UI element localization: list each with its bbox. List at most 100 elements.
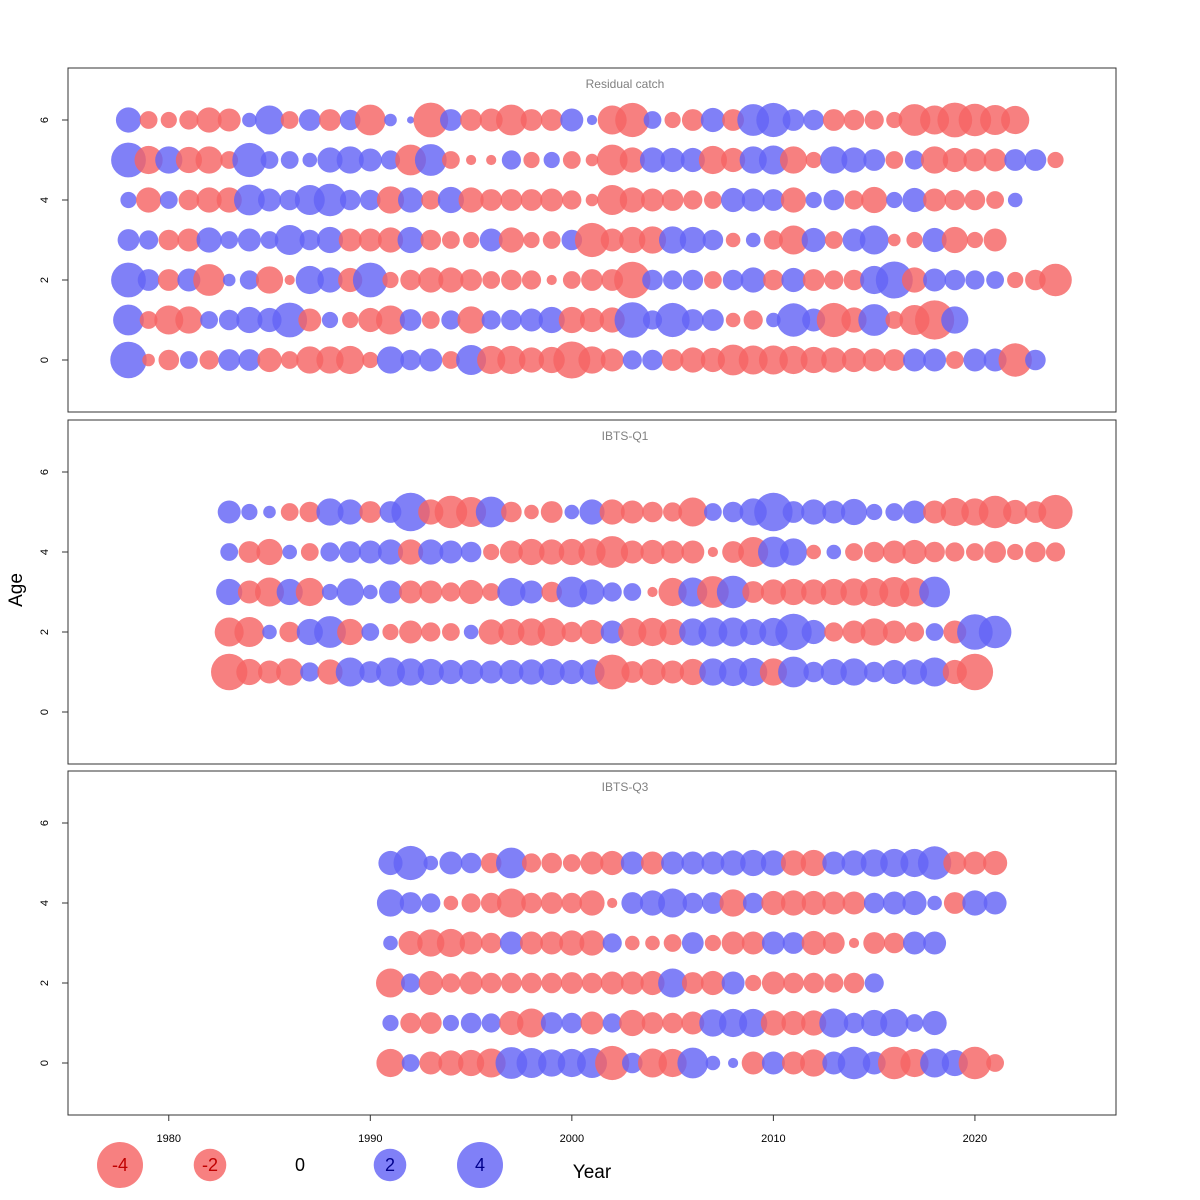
bubble-ibts-q3-age3-2008 bbox=[721, 931, 745, 955]
bubble-residual-catch-age6-1990 bbox=[354, 104, 386, 136]
bubble-residual-catch-age2-2018 bbox=[923, 268, 947, 292]
bubble-ibts-q1-age5-2018 bbox=[923, 500, 947, 524]
bubble-ibts-q1-age2-1990 bbox=[361, 623, 380, 641]
bubble-ibts-q1-age1-1993 bbox=[417, 658, 444, 686]
bubble-residual-catch-age5-1998 bbox=[523, 151, 540, 169]
bubble-ibts-q3-age4-2013 bbox=[822, 891, 846, 915]
bubble-ibts-q1-age2-1992 bbox=[399, 620, 423, 644]
bubble-ibts-q3-age2-1999 bbox=[541, 972, 562, 994]
bubble-ibts-q1-age5-1983 bbox=[217, 500, 241, 524]
bubble-residual-catch-age4-2002 bbox=[597, 185, 628, 215]
bubble-residual-catch-age6-1997 bbox=[496, 104, 527, 136]
bubble-ibts-q3-age4-2016 bbox=[882, 891, 906, 915]
bubble-ibts-q1-age2-1993 bbox=[421, 622, 441, 642]
bubble-ibts-q3-age1-1995 bbox=[460, 1012, 482, 1034]
bubble-residual-catch-age6-1989 bbox=[339, 109, 361, 131]
bubble-ibts-q1-age1-2003 bbox=[621, 661, 644, 683]
bubble-ibts-q3-age5-2000 bbox=[562, 854, 581, 872]
bubble-residual-catch-age1-1993 bbox=[421, 311, 440, 329]
bubble-residual-catch-age5-2002 bbox=[596, 144, 628, 176]
bubble-ibts-q3-age4-2008 bbox=[719, 889, 747, 917]
bubble-residual-catch-age3-1980 bbox=[158, 229, 180, 251]
bubble-residual-catch-age6-2022 bbox=[1001, 105, 1030, 135]
bubble-ibts-q3-age5-2019 bbox=[943, 851, 967, 875]
bubble-ibts-q1-age5-1999 bbox=[540, 501, 563, 523]
bubble-ibts-q1-age2-2014 bbox=[842, 620, 866, 644]
bubble-ibts-q3-age2-1991 bbox=[376, 968, 405, 998]
bubble-residual-catch-age4-2012 bbox=[805, 191, 822, 209]
bubble-ibts-q1-age1-1985 bbox=[258, 660, 281, 684]
bubble-ibts-q1-age5-2001 bbox=[579, 499, 605, 525]
bubble-residual-catch-age0-1996 bbox=[477, 345, 506, 375]
y-tick-label: 4 bbox=[39, 900, 51, 906]
bubble-residual-catch-age5-1987 bbox=[302, 152, 318, 168]
bubble-ibts-q3-age2-1994 bbox=[441, 973, 461, 993]
bubble-ibts-q3-age1-2009 bbox=[739, 1008, 768, 1038]
bubble-residual-catch-age3-2004 bbox=[638, 226, 667, 254]
bubble-ibts-q1-age5-2024 bbox=[1038, 494, 1073, 530]
bubble-ibts-q1-age4-1999 bbox=[539, 539, 565, 565]
bubble-ibts-q1-age4-2022 bbox=[1007, 543, 1024, 561]
bubble-ibts-q3-age5-2012 bbox=[800, 849, 827, 877]
bubble-residual-catch-age1-2019 bbox=[941, 306, 969, 334]
bubble-residual-catch-age4-2015 bbox=[861, 186, 888, 214]
bubble-ibts-q1-age1-1994 bbox=[438, 659, 463, 685]
bubble-residual-catch-age4-1978 bbox=[120, 191, 137, 209]
bubble-ibts-q3-age5-1994 bbox=[439, 851, 463, 875]
bubble-residual-catch-age4-1979 bbox=[136, 187, 162, 213]
bubble-ibts-q1-age3-1999 bbox=[541, 581, 562, 603]
bubble-ibts-q3-age1-2012 bbox=[801, 1010, 827, 1036]
bubble-ibts-q3-age4-1996 bbox=[480, 892, 502, 914]
bubble-ibts-q3-age4-2004 bbox=[639, 890, 666, 916]
bubble-ibts-q3-age3-2017 bbox=[903, 931, 926, 955]
bubble-residual-catch-age0-2014 bbox=[841, 347, 867, 373]
bubble-residual-catch-age3-2002 bbox=[600, 228, 624, 252]
bubble-residual-catch-age0-1981 bbox=[180, 351, 198, 369]
bubble-residual-catch-age6-1980 bbox=[160, 111, 177, 129]
bubble-residual-catch-age3-1982 bbox=[196, 227, 222, 253]
bubble-residual-catch-age4-2005 bbox=[661, 189, 684, 211]
bubble-residual-catch-age5-2008 bbox=[721, 147, 746, 173]
bubble-residual-catch-age0-2010 bbox=[758, 345, 788, 375]
bubble-residual-catch-age4-2006 bbox=[683, 190, 703, 210]
bubble-residual-catch-age0-2019 bbox=[945, 351, 964, 369]
bubble-residual-catch-age2-2003 bbox=[614, 261, 651, 299]
bubble-residual-catch-age0-1988 bbox=[316, 346, 344, 374]
legend-item: -4 bbox=[97, 1142, 143, 1188]
bubble-ibts-q1-age5-2012 bbox=[801, 499, 827, 525]
bubble-ibts-q1-age4-2023 bbox=[1025, 541, 1046, 563]
bubble-ibts-q1-age5-2003 bbox=[620, 500, 644, 524]
bubble-residual-catch-age3-2007 bbox=[702, 229, 724, 251]
legend-item: 2 bbox=[373, 1148, 407, 1182]
bubble-ibts-q1-age2-2017 bbox=[904, 622, 925, 642]
bubble-ibts-q3-age1-2003 bbox=[619, 1009, 646, 1037]
bubble-residual-catch-age3-1994 bbox=[442, 231, 460, 249]
bubble-residual-catch-age1-2003 bbox=[614, 302, 651, 338]
bubble-ibts-q1-age4-2013 bbox=[826, 544, 842, 560]
bubble-ibts-q1-age3-2008 bbox=[716, 575, 750, 609]
bubble-residual-catch-age6-2003 bbox=[615, 102, 650, 138]
bubble-ibts-q1-age5-2022 bbox=[1003, 499, 1028, 525]
bubble-residual-catch-age3-2014 bbox=[842, 228, 866, 252]
bubble-ibts-q3-age5-1997 bbox=[496, 847, 527, 879]
bubble-residual-catch-age0-2013 bbox=[821, 347, 847, 373]
bubble-ibts-q3-age3-1996 bbox=[480, 932, 502, 954]
bubble-ibts-q3-age4-2005 bbox=[658, 888, 688, 918]
bubble-ibts-q1-age4-1996 bbox=[483, 543, 500, 561]
panel-frame bbox=[67, 770, 1117, 1116]
y-tick-label: 6 bbox=[39, 117, 51, 123]
bubble-ibts-q1-age3-2000 bbox=[556, 576, 588, 608]
bubble-residual-catch-age0-2009 bbox=[738, 345, 768, 375]
bubble-residual-catch-age3-2018 bbox=[922, 227, 947, 253]
bubble-ibts-q1-age4-2019 bbox=[945, 542, 965, 562]
y-tick-label: 4 bbox=[39, 197, 51, 203]
bubble-ibts-q3-age4-2001 bbox=[579, 890, 605, 916]
y-tick-label: 0 bbox=[39, 357, 51, 363]
bubble-residual-catch-age5-2010 bbox=[758, 145, 788, 175]
bubble-ibts-q1-age4-1985 bbox=[256, 538, 283, 566]
y-tick-label: 2 bbox=[39, 629, 51, 635]
bubble-residual-catch-age3-1984 bbox=[237, 228, 261, 252]
bubble-residual-catch-age4-1980 bbox=[159, 191, 178, 209]
bubble-residual-catch-age1-1980 bbox=[154, 305, 184, 335]
bubble-residual-catch-age0-1983 bbox=[218, 349, 241, 371]
